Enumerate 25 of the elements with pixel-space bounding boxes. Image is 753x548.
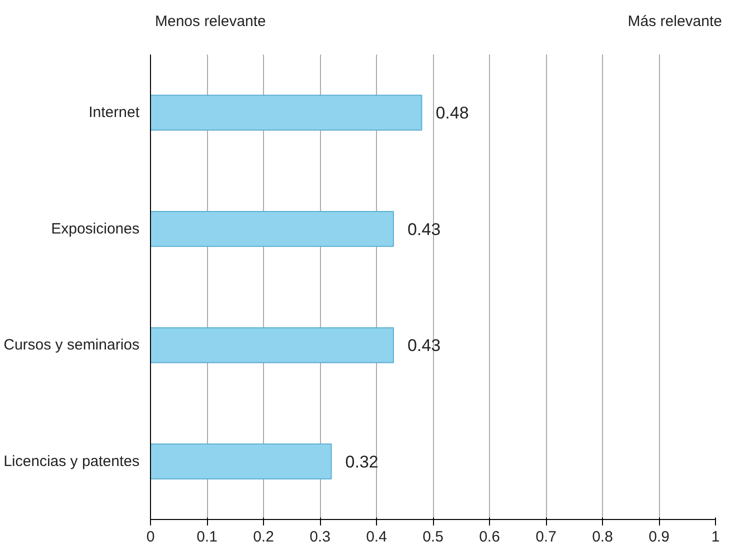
- x-tick-label: 0.9: [648, 528, 670, 546]
- y-tick-label: Internet: [88, 104, 140, 122]
- bar: [150, 327, 394, 364]
- y-tick-label: Licencias y patentes: [4, 452, 140, 470]
- bar: [150, 210, 394, 247]
- x-tick-label: 0.6: [479, 528, 500, 546]
- x-tick-label: 1: [711, 528, 720, 546]
- text: Más relevante: [628, 12, 722, 32]
- x-tick-label: 0.1: [196, 528, 218, 546]
- data-label: 0.32: [345, 452, 378, 472]
- x-tick-label: 0.5: [422, 528, 444, 546]
- data-label: 0.43: [407, 336, 441, 356]
- x-tick-label: 0.8: [592, 528, 613, 546]
- x-tick-label: 0.2: [253, 528, 274, 546]
- x-tick-label: 0.4: [366, 528, 387, 546]
- y-tick-label: Exposiciones: [51, 220, 140, 238]
- x-tick-label: 0.7: [536, 528, 556, 546]
- x-tick-label: 0.3: [310, 528, 330, 546]
- y-tick-label: Cursos y seminarios: [4, 336, 140, 354]
- bar: [150, 94, 422, 131]
- data-label: 0.43: [407, 220, 441, 239]
- bar: [150, 443, 332, 480]
- text: Menos relevante: [155, 12, 266, 32]
- data-label: 0.48: [436, 104, 469, 123]
- x-tick-label: 0: [146, 528, 155, 546]
